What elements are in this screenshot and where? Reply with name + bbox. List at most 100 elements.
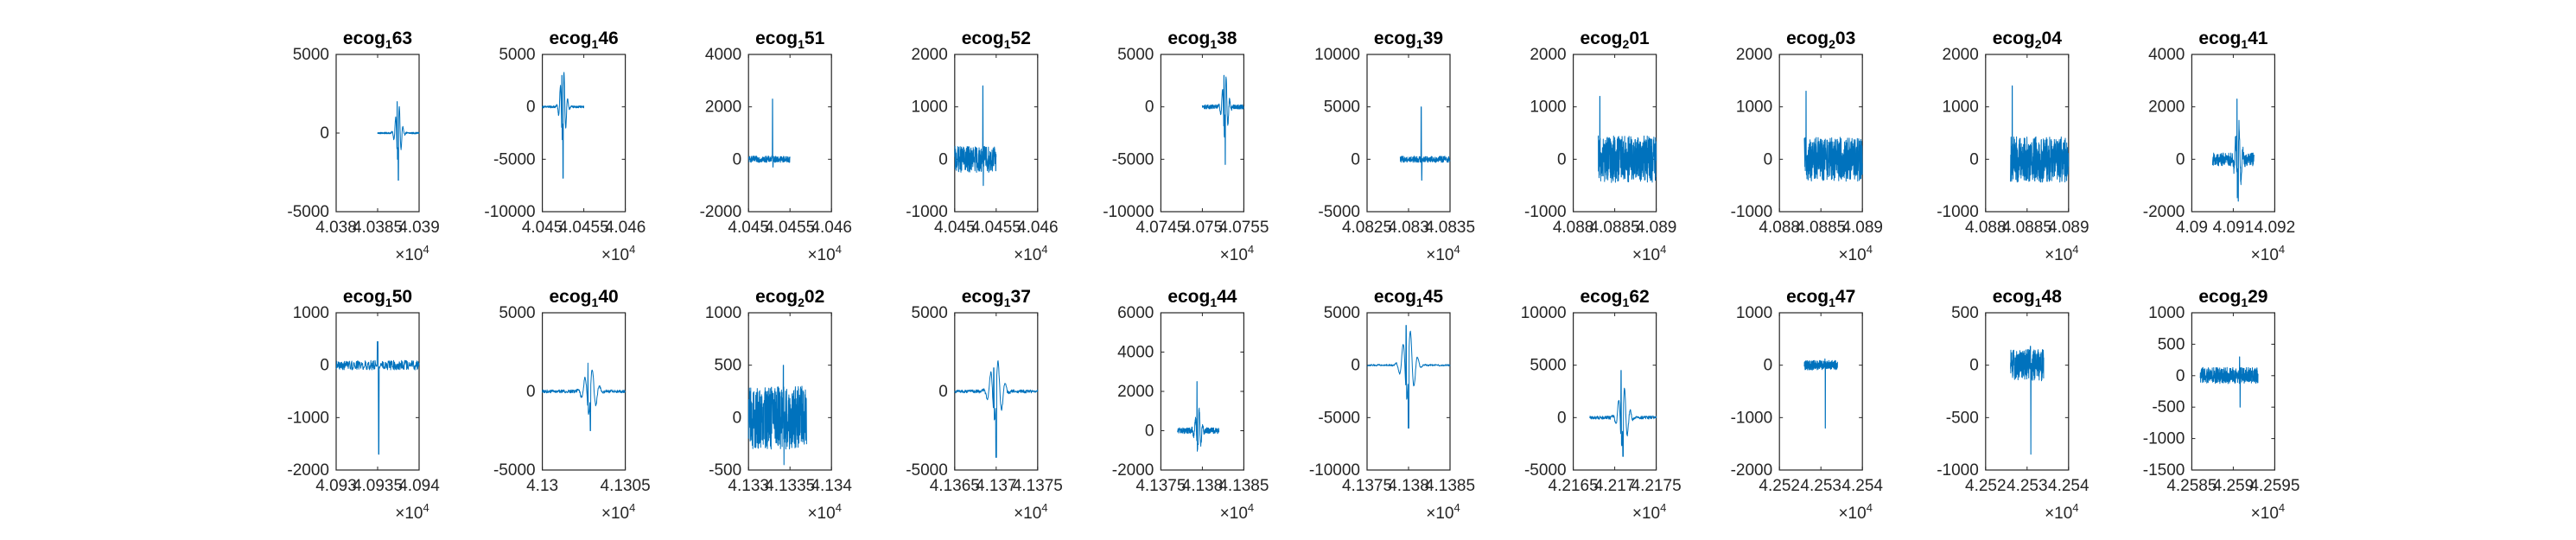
- x-tick-label: 4.133: [728, 477, 769, 495]
- signal-trace: [377, 101, 420, 181]
- x-tick-label: 4.0385: [353, 219, 403, 237]
- y-tick-label: 4000: [2148, 46, 2185, 64]
- y-tick-label: 5000: [499, 46, 535, 64]
- x-exponent: 4: [629, 243, 635, 256]
- title-base: ecog: [1374, 287, 1416, 307]
- y-tick-label: 5000: [912, 304, 948, 322]
- x-exponent-label: ×104: [1838, 243, 1872, 264]
- x-tick-label: 4.088: [1553, 219, 1594, 237]
- y-tick-label: 1000: [1530, 98, 1566, 117]
- y-tick-label: -500: [709, 461, 741, 480]
- y-tick-label: 500: [2158, 335, 2185, 353]
- y-tick-label: 1000: [1736, 304, 1772, 322]
- signal-trace: [1589, 370, 1657, 457]
- x-tick-label: 4.039: [398, 219, 440, 237]
- x-exponent-label: ×104: [2251, 501, 2285, 523]
- x-exponent-label: ×104: [1632, 243, 1666, 264]
- signal-trace: [1399, 106, 1451, 181]
- subplot-title: ecog144: [1167, 287, 1237, 309]
- y-tick-label: 0: [1145, 422, 1154, 441]
- subplot-title: ecog146: [550, 29, 619, 51]
- y-tick-label: 0: [938, 150, 948, 168]
- y-tick-label: 0: [1351, 357, 1360, 375]
- signal-trace: [1201, 74, 1244, 165]
- y-tick-label: -1000: [1731, 409, 1773, 427]
- title-base: ecog: [2198, 29, 2241, 48]
- axes-frame: [747, 54, 832, 213]
- x-tick-label: 4.2595: [2249, 477, 2299, 495]
- y-tick-label: 2000: [912, 46, 948, 64]
- title-rest: 04: [2042, 29, 2063, 48]
- y-tick-label: 2000: [1117, 383, 1154, 401]
- y-tick-label: 0: [1969, 150, 1979, 168]
- x-tick-label: 4.2585: [2166, 477, 2217, 495]
- axes-frame: [1778, 312, 1863, 471]
- x-multiplier: ×10: [2045, 246, 2072, 264]
- x-tick-label: 4.217: [1594, 477, 1636, 495]
- y-tick-label: -5000: [287, 203, 329, 221]
- y-tick-label: -1000: [1937, 461, 1979, 480]
- x-exponent-label: ×104: [395, 243, 429, 264]
- y-tick-label: -1000: [1731, 203, 1773, 221]
- title-subscript: 2: [1623, 37, 1630, 51]
- title-subscript: 1: [592, 295, 599, 309]
- title-subscript: 1: [1004, 37, 1011, 51]
- subplot-title: ecog141: [2198, 29, 2268, 51]
- x-exponent: 4: [2072, 501, 2078, 514]
- signal-trace: [747, 98, 791, 168]
- title-rest: 63: [392, 29, 412, 48]
- x-tick-label: 4.089: [1841, 219, 1883, 237]
- title-rest: 45: [1423, 287, 1444, 307]
- signal-trace: [1803, 91, 1863, 182]
- x-tick-label: 4.046: [1017, 219, 1059, 237]
- x-exponent: 4: [1660, 501, 1666, 514]
- subplot-title: ecog201: [1581, 29, 1650, 51]
- x-exponent: 4: [1660, 243, 1666, 256]
- title-subscript: 1: [385, 37, 392, 51]
- x-tick-label: 4.088: [1965, 219, 2007, 237]
- x-tick-label: 4.088: [1759, 219, 1800, 237]
- y-tick-label: -1500: [2143, 461, 2185, 480]
- title-rest: 47: [1835, 287, 1855, 307]
- y-tick-label: -5000: [1318, 409, 1360, 427]
- title-base: ecog: [1167, 29, 1210, 48]
- x-exponent: 4: [1041, 501, 1047, 514]
- title-subscript: 1: [1623, 295, 1630, 309]
- title-subscript: 1: [2241, 37, 2248, 51]
- title-rest: 29: [2248, 287, 2268, 307]
- x-exponent: 4: [629, 501, 635, 514]
- y-tick-label: -5000: [1524, 461, 1567, 480]
- axes-frame: [1366, 312, 1451, 471]
- x-tick-label: 4.046: [811, 219, 852, 237]
- x-tick-label: 4.2165: [1549, 477, 1599, 495]
- x-tick-label: 4.09: [2176, 219, 2208, 237]
- title-rest: 37: [1011, 287, 1031, 307]
- signal-trace: [954, 360, 1039, 458]
- title-base: ecog: [550, 29, 592, 48]
- signal-trace: [954, 85, 997, 187]
- subplot: ecog140 -5000 0 5000 4.13 4.1305 ×104: [493, 287, 651, 523]
- x-tick-label: 4.046: [605, 219, 646, 237]
- x-multiplier: ×10: [1632, 246, 1660, 264]
- y-tick-label: -2000: [700, 203, 742, 221]
- x-tick-label: 4.094: [398, 477, 440, 495]
- signal-trace: [2010, 85, 2070, 183]
- y-tick-label: -500: [2152, 398, 2185, 416]
- x-tick-label: 4.253: [2007, 477, 2048, 495]
- x-tick-label: 4.254: [1841, 477, 1883, 495]
- subplot-title: ecog202: [755, 287, 824, 309]
- x-multiplier: ×10: [601, 246, 629, 264]
- axes-frame: [1572, 312, 1657, 471]
- x-tick-label: 4.1375: [1342, 477, 1392, 495]
- x-exponent: 4: [2279, 501, 2285, 514]
- x-multiplier: ×10: [1220, 505, 1248, 523]
- x-exponent: 4: [2279, 243, 2285, 256]
- title-base: ecog: [1993, 287, 2035, 307]
- x-tick-label: 4.0885: [1796, 219, 1846, 237]
- x-exponent-label: ×104: [1632, 501, 1666, 523]
- y-tick-label: 5000: [1324, 98, 1360, 117]
- x-tick-label: 4.254: [2048, 477, 2089, 495]
- y-tick-label: -1000: [906, 203, 948, 221]
